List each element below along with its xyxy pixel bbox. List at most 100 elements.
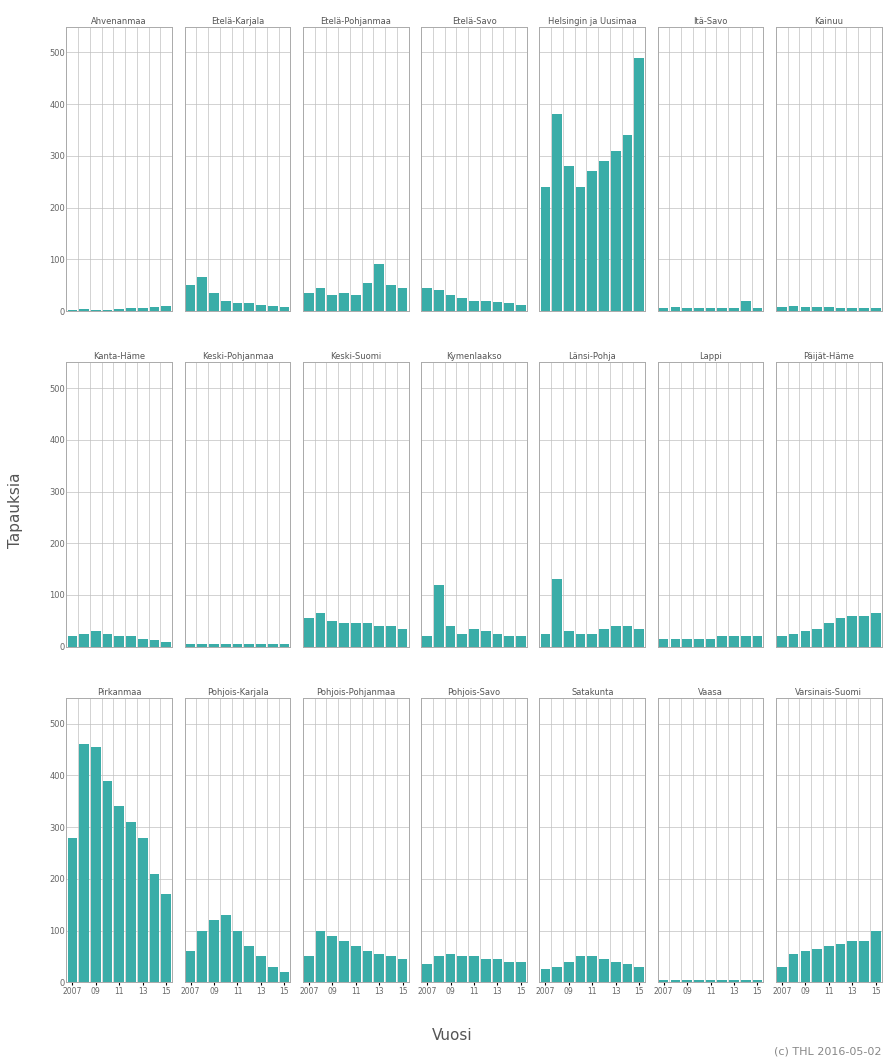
Bar [233, 644, 242, 647]
Bar [161, 641, 171, 647]
Bar [79, 309, 89, 311]
Bar [517, 636, 525, 647]
Bar [339, 293, 349, 311]
Bar [493, 959, 502, 982]
Bar [847, 616, 857, 647]
Title: Päijät-Häme: Päijät-Häme [804, 353, 854, 361]
Bar [812, 307, 822, 311]
Bar [659, 980, 668, 982]
Bar [801, 631, 810, 647]
Bar [375, 954, 384, 982]
Bar [623, 135, 633, 311]
Title: Pohjois-Savo: Pohjois-Savo [447, 688, 501, 697]
Title: Pohjois-Pohjanmaa: Pohjois-Pohjanmaa [316, 688, 395, 697]
Bar [446, 295, 455, 311]
Bar [470, 301, 478, 311]
Bar [446, 954, 455, 982]
Bar [375, 264, 384, 311]
Bar [221, 644, 230, 647]
Bar [481, 301, 491, 311]
Bar [198, 644, 207, 647]
Bar [114, 309, 124, 311]
Bar [362, 282, 372, 311]
Bar [161, 306, 171, 311]
Bar [103, 634, 113, 647]
Bar [824, 946, 834, 982]
Bar [587, 957, 597, 982]
Bar [611, 151, 620, 311]
Bar [233, 930, 242, 982]
Bar [671, 307, 680, 311]
Bar [741, 636, 750, 647]
Bar [564, 962, 573, 982]
Bar [576, 634, 586, 647]
Bar [470, 957, 478, 982]
Bar [138, 838, 147, 982]
Text: (c) THL 2016-05-02: (c) THL 2016-05-02 [774, 1047, 882, 1057]
Bar [599, 959, 609, 982]
Bar [386, 626, 396, 647]
Bar [315, 613, 325, 647]
Bar [161, 894, 171, 982]
Bar [493, 302, 502, 311]
Bar [824, 623, 834, 647]
Bar [339, 941, 349, 982]
Bar [540, 187, 550, 311]
Bar [801, 307, 810, 311]
Bar [375, 626, 384, 647]
Bar [694, 639, 703, 647]
Bar [694, 308, 703, 311]
Bar [812, 629, 822, 647]
Text: Tapauksia: Tapauksia [9, 472, 23, 548]
Bar [304, 957, 314, 982]
Bar [328, 936, 337, 982]
Bar [245, 946, 254, 982]
Bar [150, 307, 159, 311]
Bar [835, 308, 845, 311]
Bar [268, 644, 277, 647]
Bar [423, 964, 431, 982]
Bar [729, 636, 739, 647]
Bar [245, 644, 254, 647]
Bar [256, 305, 266, 311]
Bar [91, 631, 101, 647]
Bar [91, 747, 101, 982]
Bar [564, 631, 573, 647]
Bar [682, 980, 692, 982]
Bar [268, 966, 277, 982]
Bar [103, 781, 113, 982]
Bar [126, 308, 136, 311]
Bar [623, 964, 633, 982]
Bar [540, 970, 550, 982]
Bar [504, 636, 514, 647]
Bar [835, 943, 845, 982]
Bar [209, 293, 219, 311]
Bar [150, 640, 159, 647]
Bar [777, 307, 787, 311]
Bar [706, 980, 715, 982]
Bar [198, 277, 207, 311]
Title: Kainuu: Kainuu [814, 17, 843, 25]
Bar [457, 634, 467, 647]
Bar [752, 636, 762, 647]
Title: Satakunta: Satakunta [571, 688, 613, 697]
Title: Etelä-Karjala: Etelä-Karjala [211, 17, 264, 25]
Bar [729, 980, 739, 982]
Bar [599, 629, 609, 647]
Bar [706, 308, 715, 311]
Bar [328, 295, 337, 311]
Bar [457, 298, 467, 311]
Bar [470, 629, 478, 647]
Bar [504, 962, 514, 982]
Bar [268, 306, 277, 311]
Bar [186, 644, 196, 647]
Bar [481, 631, 491, 647]
Bar [789, 306, 798, 311]
Bar [671, 980, 680, 982]
Bar [871, 930, 881, 982]
Title: Pirkanmaa: Pirkanmaa [97, 688, 142, 697]
Bar [434, 957, 444, 982]
Bar [504, 304, 514, 311]
Bar [682, 308, 692, 311]
Bar [304, 618, 314, 647]
